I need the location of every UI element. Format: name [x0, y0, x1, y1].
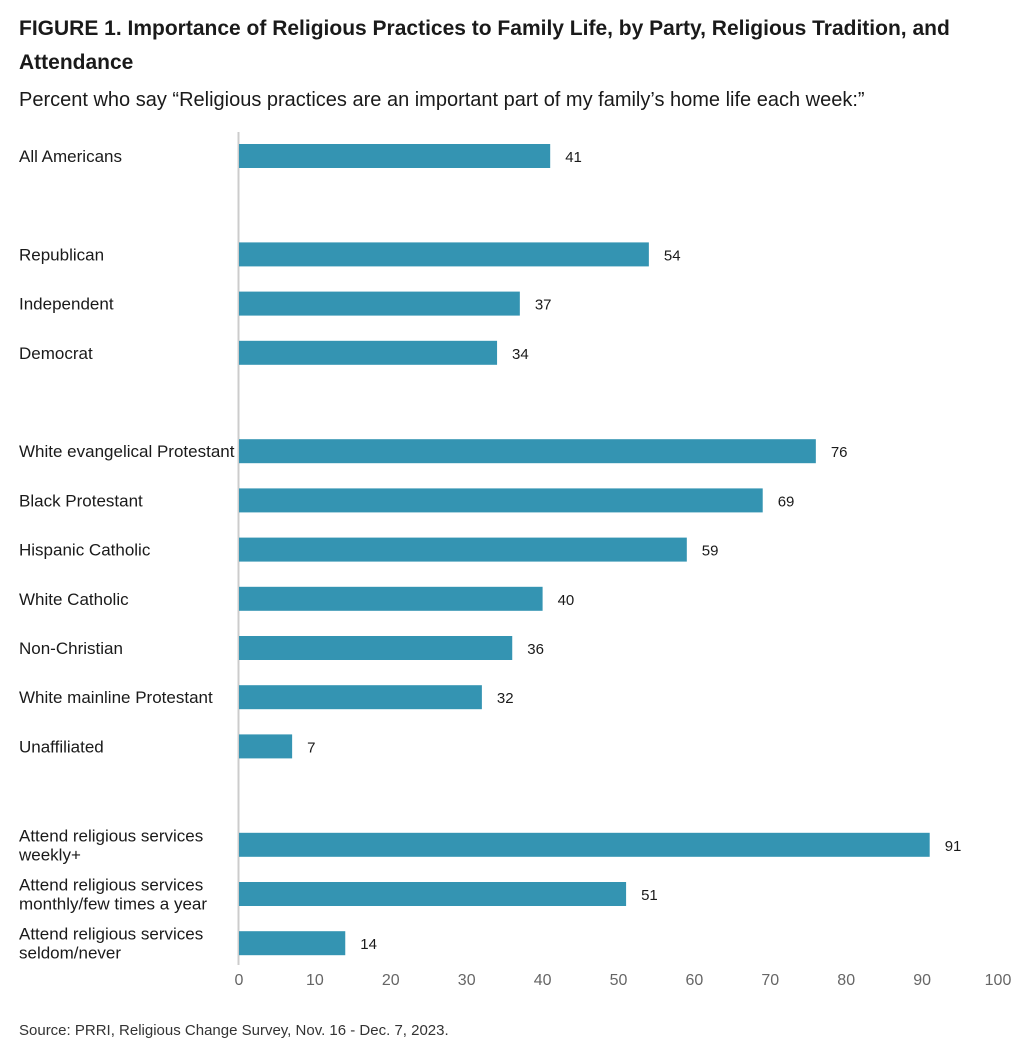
- bar: [239, 439, 816, 464]
- bar: [239, 832, 930, 857]
- data-label: 14: [360, 936, 377, 953]
- source-note: Source: PRRI, Religious Change Survey, N…: [19, 1022, 449, 1039]
- bar: [239, 144, 551, 168]
- bar: [239, 291, 520, 316]
- category-label: Unaffiliated: [19, 737, 104, 756]
- data-label: 91: [945, 838, 962, 855]
- data-label: 51: [641, 887, 658, 904]
- bar: [239, 931, 346, 956]
- category-label: Republican: [19, 245, 104, 264]
- data-label: 69: [778, 493, 795, 510]
- data-label: 76: [831, 444, 848, 461]
- data-label: 7: [307, 739, 315, 756]
- bar: [239, 586, 543, 611]
- category-label: Attend religious services seldom/never: [19, 925, 203, 963]
- x-tick-label: 60: [686, 972, 704, 989]
- x-tick-label: 40: [534, 972, 552, 989]
- bar: [239, 242, 649, 267]
- data-label: 59: [702, 543, 719, 560]
- x-tick-label: 20: [382, 972, 400, 989]
- bar: [239, 636, 513, 660]
- x-tick-label: 0: [235, 972, 244, 989]
- data-label: 34: [512, 346, 529, 363]
- bar-chart: All Americans 41 Republican 54 Independent 37…: [18, 132, 1012, 989]
- chart-subtitle: Percent who say “Religious practices are…: [19, 89, 865, 111]
- category-label: Attend religious services monthly/few tim…: [19, 876, 207, 914]
- bar: [239, 340, 498, 365]
- bar: [239, 734, 293, 759]
- data-label: 54: [664, 247, 681, 264]
- category-label: Hispanic Catholic: [19, 541, 151, 560]
- x-tick-label: 30: [458, 972, 476, 989]
- x-tick-label: 70: [761, 972, 779, 989]
- chart-title: FIGURE 1. Importance of Religious Practi…: [19, 17, 950, 74]
- data-label: 36: [527, 641, 544, 658]
- category-label: Independent: [19, 295, 114, 314]
- x-tick-label: 10: [306, 972, 324, 989]
- x-tick-label: 100: [985, 972, 1012, 989]
- data-label: 32: [497, 690, 514, 707]
- bar: [239, 685, 482, 710]
- category-label: All Americans: [19, 147, 122, 166]
- category-label: Non-Christian: [19, 639, 123, 658]
- x-tick-label: 80: [837, 972, 855, 989]
- bar: [239, 882, 627, 906]
- bar: [239, 488, 763, 513]
- category-label: Attend religious services weekly+: [18, 826, 203, 864]
- category-label: Democrat: [19, 344, 93, 363]
- category-label: Black Protestant: [19, 491, 143, 510]
- category-label: White evangelical Protestant: [19, 442, 235, 461]
- bar: [239, 537, 687, 562]
- x-tick-label: 90: [913, 972, 931, 989]
- category-label: White Catholic: [19, 590, 129, 609]
- x-tick-label: 50: [610, 972, 628, 989]
- data-label: 41: [565, 149, 582, 166]
- data-label: 37: [535, 297, 552, 314]
- data-label: 40: [558, 592, 575, 609]
- category-label: White mainline Protestant: [19, 688, 213, 707]
